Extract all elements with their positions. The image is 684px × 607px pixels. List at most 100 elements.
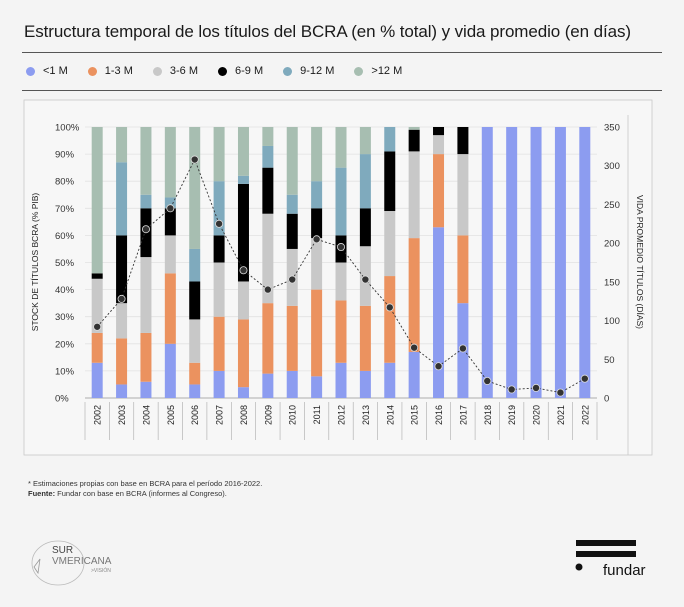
bar-segment	[359, 154, 371, 209]
bar-segment	[311, 376, 323, 398]
bar-segment	[262, 145, 274, 168]
bar-segment	[457, 235, 469, 304]
bar-segment	[91, 273, 103, 279]
legend-swatch	[152, 66, 162, 76]
bar-segment	[408, 151, 420, 239]
x-tick-label: 2003	[117, 405, 127, 425]
bar-segment	[384, 276, 396, 363]
x-tick-label: 2019	[507, 405, 517, 425]
bar-segment	[189, 384, 201, 398]
bar-segment	[286, 127, 298, 195]
y-tick-label: 0%	[55, 394, 69, 405]
legend-item: 3-6 M	[152, 65, 199, 77]
y2-tick-label: 350	[604, 123, 620, 134]
bar-segment	[579, 127, 591, 398]
x-tick-label: 2010	[288, 405, 298, 425]
chart-title: Estructura temporal de los títulos del B…	[24, 22, 631, 41]
x-tick-label: 2011	[312, 405, 322, 424]
x-tick-label: 2007	[215, 405, 225, 425]
bar-segment	[311, 127, 323, 182]
avg-life-point	[263, 285, 272, 294]
x-tick-label: 2016	[434, 405, 444, 425]
bar-segment	[164, 273, 176, 344]
avg-life-point	[190, 155, 199, 164]
bar-segment	[189, 362, 201, 385]
bar-segment	[237, 127, 249, 176]
bar-segment	[359, 127, 371, 155]
bar-segment	[91, 332, 103, 363]
bar-segment	[286, 305, 298, 371]
legend-swatch	[26, 66, 35, 76]
bar-segment	[116, 235, 128, 304]
bar-segment	[384, 127, 396, 152]
legend-label: 6-9 M	[235, 65, 264, 77]
bar-segment	[311, 289, 323, 377]
legend-item: 6-9 M	[218, 65, 263, 77]
bar-segment	[262, 213, 274, 304]
bar-segment	[91, 127, 103, 274]
footnote: * Estimaciones propias con base en BCRA …	[28, 479, 263, 488]
bar-segment	[164, 235, 176, 274]
avg-life-point	[580, 374, 589, 383]
svg-text:fundar: fundar	[603, 562, 646, 579]
bar-segment	[335, 300, 347, 363]
legend-swatch	[87, 66, 97, 76]
x-tick-label: 2018	[483, 405, 493, 425]
bar-segment	[237, 175, 249, 184]
bar-segment	[189, 281, 201, 320]
legend-item: 1-3 M	[87, 65, 133, 77]
avg-life-point	[507, 385, 516, 394]
bar-segment	[335, 262, 347, 301]
bar-segment	[213, 235, 225, 263]
y-tick-label: 60%	[55, 231, 75, 242]
x-tick-label: 2017	[458, 405, 468, 425]
avg-life-point	[336, 243, 345, 252]
x-tick-label: 2004	[141, 405, 151, 425]
legend-label: >12 M	[371, 65, 403, 77]
bar-segment	[262, 167, 274, 214]
avg-life-point	[215, 219, 224, 228]
bar-segment	[164, 127, 176, 198]
y-tick-label: 100%	[55, 123, 80, 134]
bar-segment	[481, 127, 493, 398]
bar-segment	[335, 362, 347, 398]
fundar-logo: fundar	[574, 540, 654, 585]
bar-segment	[237, 319, 249, 388]
x-tick-label: 2012	[337, 405, 347, 425]
avg-life-point	[312, 235, 321, 244]
legend-label: 1-3 M	[104, 65, 133, 77]
svg-text:>VISIÓN: >VISIÓN	[91, 567, 111, 574]
bar-segment	[116, 127, 128, 163]
bar-segment	[164, 343, 176, 398]
legend-label: 3-6 M	[169, 65, 199, 77]
y-tick-label: 40%	[55, 285, 75, 296]
x-tick-label: 2013	[361, 405, 371, 425]
bar-segment	[554, 127, 566, 398]
bar-segment	[140, 127, 152, 195]
bar-segment	[237, 183, 249, 282]
bar-segment	[189, 248, 201, 282]
legend: <1 M 1-3 M 3-6 M 6-9 M 9-12 M >12 M	[26, 65, 422, 77]
bar-segment	[311, 238, 323, 290]
legend-swatch	[218, 66, 228, 76]
avg-life-point	[166, 204, 175, 213]
bar-segment	[189, 319, 201, 363]
bar-segment	[433, 227, 445, 398]
bar-segment	[116, 162, 128, 236]
x-tick-label: 2021	[556, 405, 566, 425]
y2-tick-label: 0	[604, 394, 609, 405]
bar-segment	[408, 351, 420, 398]
bar-segment	[530, 127, 542, 398]
bar-segment	[286, 194, 298, 214]
avg-life-point	[410, 343, 419, 352]
legend-divider	[22, 90, 662, 91]
bar-segment	[433, 127, 445, 136]
avg-life-point	[239, 266, 248, 275]
y2-tick-label: 150	[604, 277, 620, 288]
x-tick-label: 2020	[532, 405, 542, 425]
y-tick-label: 50%	[55, 258, 75, 269]
y-tick-label: 30%	[55, 312, 75, 323]
source-label: Fuente:	[28, 489, 56, 498]
avg-life-point	[288, 275, 297, 284]
bar-segment	[457, 154, 469, 236]
